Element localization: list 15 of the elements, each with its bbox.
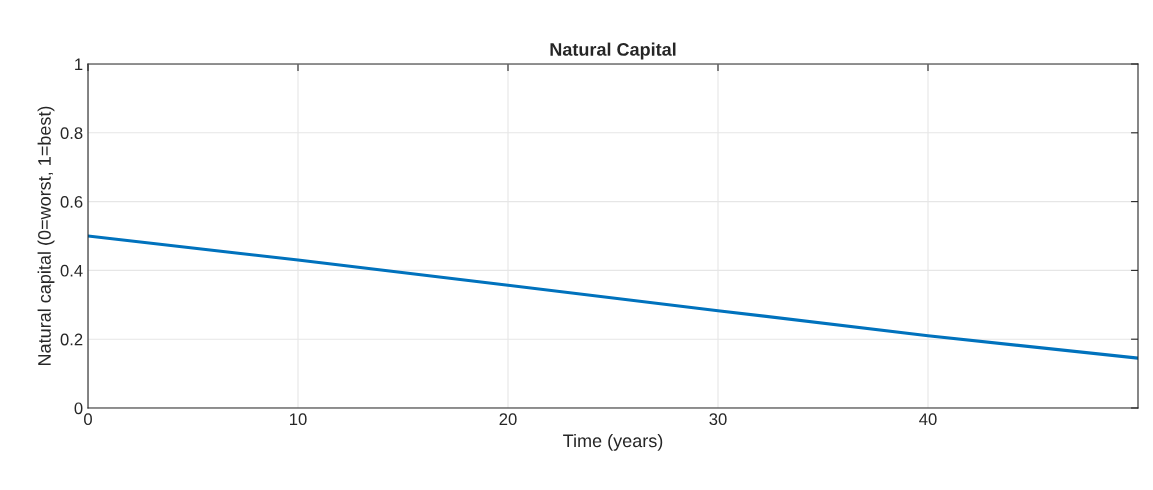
y-tick-label: 0.8 xyxy=(60,127,83,139)
x-tick-label: 10 xyxy=(290,413,307,426)
y-axis-title: Natural capital (0=worst, 1=best) xyxy=(37,106,55,365)
y-tick-label: 0.4 xyxy=(60,264,83,277)
y-tick-label: 0.6 xyxy=(60,196,83,208)
x-axis-title: Time (years) xyxy=(563,433,663,451)
chart-title: Natural Capital xyxy=(550,42,676,60)
y-tick-label: 1 xyxy=(75,58,83,71)
x-tick-label: 20 xyxy=(499,413,517,426)
x-tick-label: 30 xyxy=(709,413,727,426)
y-tick-label: 0 xyxy=(74,402,83,415)
x-tick-label: 0 xyxy=(84,413,92,426)
line-series xyxy=(88,234,1138,360)
x-tick-label: 40 xyxy=(919,413,937,426)
y-tick-label: 0.2 xyxy=(60,333,83,346)
